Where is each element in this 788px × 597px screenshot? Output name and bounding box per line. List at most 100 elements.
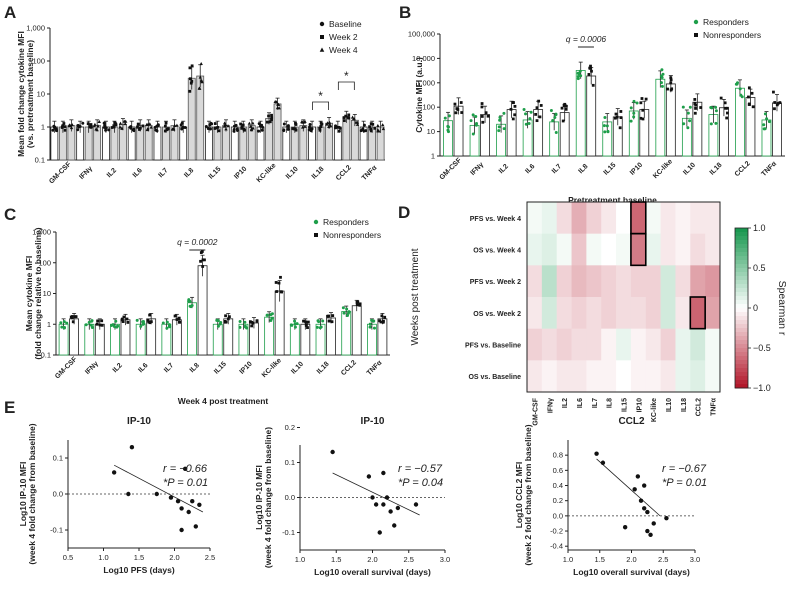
category-label: IL18 (709, 162, 724, 177)
data-point (638, 498, 644, 503)
replicate-point (238, 319, 242, 323)
replicate-point (446, 130, 450, 134)
y-tick-label: 0.2 (285, 423, 295, 432)
colorbar-segment (735, 228, 748, 233)
replicate-point (167, 324, 171, 328)
colorbar-segment (735, 256, 748, 261)
replicate-point (306, 326, 309, 329)
replicate-point (762, 127, 766, 131)
replicate-point (497, 125, 501, 129)
replicate-point (89, 124, 92, 128)
legend-label: Nonresponders (703, 30, 761, 40)
data-point (381, 502, 386, 507)
replicate-point (110, 323, 114, 327)
replicate-point (369, 129, 373, 133)
colorbar-segment (735, 324, 748, 329)
bar-week-2 (265, 118, 273, 161)
heatmap-cell (527, 202, 543, 234)
data-point (186, 509, 191, 515)
replicate-point (54, 127, 58, 131)
replicate-point (122, 119, 127, 123)
replicate-point (224, 127, 228, 131)
significance-marker: * (344, 69, 349, 83)
y-axis-label: Log10 IP-10 MFI (18, 462, 28, 527)
replicate-point (148, 313, 152, 317)
heatmap-cell (571, 233, 587, 266)
data-point (384, 495, 390, 500)
heatmap-y-axis-label: Weeks post treatment (410, 248, 421, 345)
heatmap-cell (541, 360, 557, 393)
category-label: IL15 (213, 361, 228, 376)
replicate-point (199, 259, 202, 263)
replicate-point (369, 122, 373, 126)
replicate-point (274, 281, 278, 284)
data-point (642, 483, 647, 488)
heatmap-cell (705, 202, 721, 234)
replicate-point (149, 320, 153, 324)
x-tick-label: 0.5 (63, 553, 73, 562)
replicate-point (242, 127, 246, 131)
scatter-title: CCL2 (618, 416, 645, 427)
replicate-point (206, 127, 210, 131)
replicate-point (380, 123, 385, 127)
replicate-point (226, 124, 230, 128)
data-point (197, 502, 202, 507)
replicate-point (534, 113, 538, 116)
replicate-point (268, 120, 272, 124)
x-tick-label: 2.0 (367, 555, 377, 564)
panel-e2-scatter: IP-10 1.0 1.5 2.0 2.5 3.0 0.2 0.1 0.0 -0.1 Log10 o… (254, 416, 450, 577)
colorbar-segment (735, 352, 748, 357)
x-tick-label: 1.0 (295, 555, 305, 564)
replicate-point (486, 114, 490, 118)
replicate-point (376, 129, 380, 133)
replicate-point (251, 121, 255, 125)
replicate-point (480, 115, 484, 118)
colorbar-segment (735, 252, 748, 257)
y-tick-label: 100 (32, 57, 45, 66)
replicate-point (659, 81, 663, 85)
replicate-point (316, 319, 320, 323)
replicate-point (344, 114, 348, 118)
heatmap-cell (616, 265, 632, 298)
y-tick-label: 100 (38, 258, 51, 267)
category-label: IFNγ (469, 161, 485, 177)
replicate-point (179, 123, 183, 127)
heatmap-cell (630, 297, 647, 329)
replicate-point (699, 106, 703, 109)
heatmap-cell (705, 265, 721, 298)
replicate-point (660, 68, 664, 72)
replicate-point (208, 127, 212, 131)
replicate-point (166, 127, 170, 131)
replicate-point (719, 96, 723, 100)
replicate-point (189, 305, 193, 309)
replicate-point (528, 117, 532, 121)
heatmap-cell (541, 297, 557, 329)
regression-line (596, 458, 661, 517)
panel-d-heatmap: PFS vs. Week 4 OS vs. Week 4 PFS vs. Week … (410, 201, 788, 426)
x-tick-label: 1.0 (98, 553, 108, 562)
replicate-point (163, 129, 167, 133)
colorbar-segment (735, 300, 748, 305)
replicate-point (321, 319, 325, 323)
colorbar-segment (735, 348, 748, 353)
q-value-label: q = 0.0006 (566, 34, 607, 44)
replicate-point (341, 306, 345, 310)
replicate-point (78, 124, 82, 128)
replicate-point (560, 106, 564, 110)
colorbar-segment (735, 292, 748, 297)
colorbar-segment (735, 320, 748, 325)
replicate-point (554, 112, 558, 116)
replicate-point (270, 312, 274, 316)
category-label: IP10 (239, 361, 254, 376)
replicate-point (90, 325, 94, 329)
replicate-point (240, 125, 244, 129)
replicate-point (243, 325, 247, 329)
colorbar-segment (735, 312, 748, 317)
replicate-point (102, 121, 106, 125)
replicate-point (128, 125, 132, 129)
replicate-point (619, 116, 623, 120)
replicate-point (213, 122, 217, 125)
replicate-point (266, 120, 269, 124)
replicate-point (342, 116, 346, 119)
